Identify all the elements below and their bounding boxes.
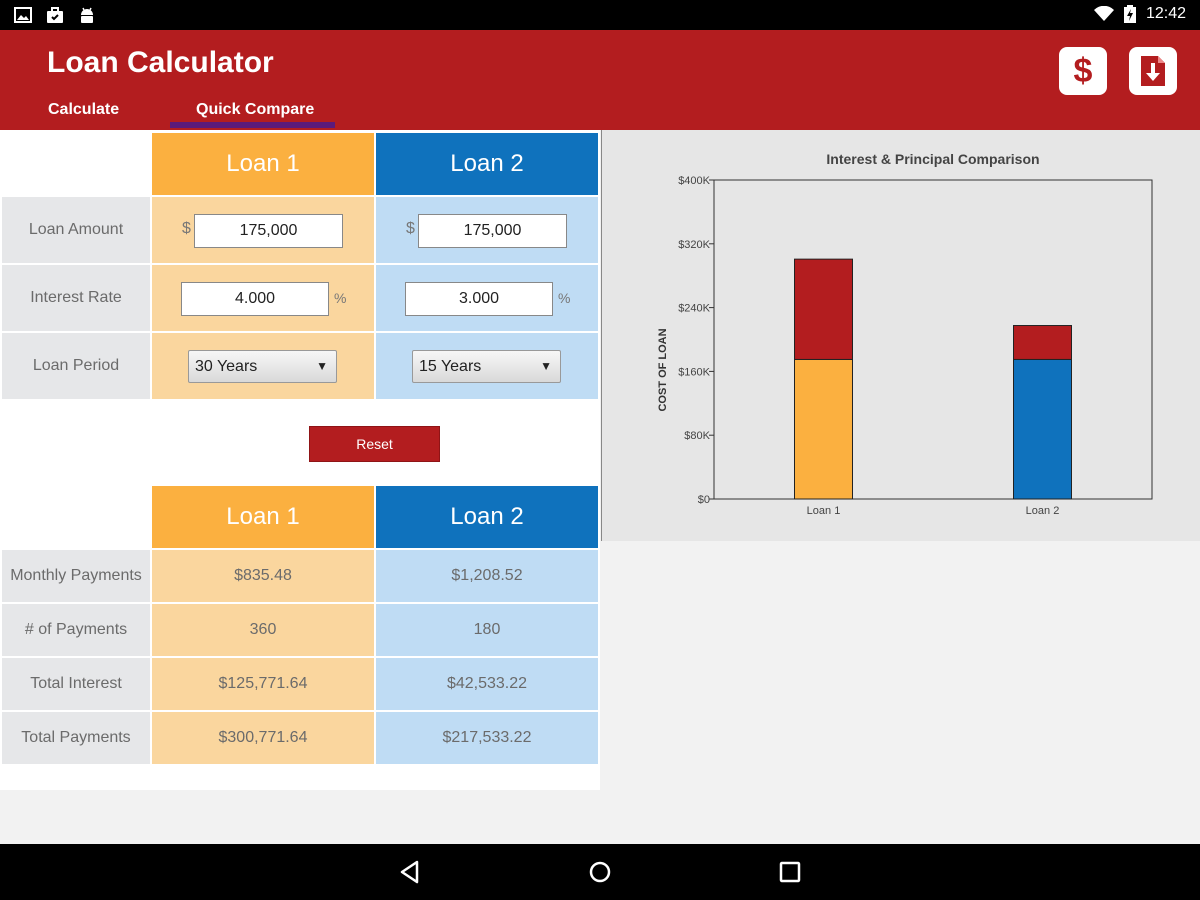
principal-bar-loan-2: [1013, 358, 1072, 500]
loan1-total-interest: $125,771.64: [152, 658, 374, 710]
loan2-rate-cell: %: [376, 265, 598, 331]
y-tick-label: $80K: [684, 430, 710, 442]
loan1-amount-cell: $: [152, 197, 374, 263]
dollar-icon: $: [1073, 51, 1093, 90]
loan1-num-payments: 360: [152, 604, 374, 656]
loan1-period-value: 30 Years: [195, 357, 258, 375]
briefcase-icon: [47, 7, 63, 23]
reset-button[interactable]: Reset: [309, 426, 440, 462]
loan2-period-value: 15 Years: [419, 357, 482, 375]
loan2-total-payments: $217,533.22: [376, 712, 598, 764]
y-tick-label: $240K: [678, 303, 710, 315]
loan2-results-header: Loan 2: [376, 486, 598, 548]
loan2-period-cell: 15 Years ▼: [376, 333, 598, 399]
loan1-header: Loan 1: [152, 133, 374, 195]
loan-amount-label: Loan Amount: [2, 197, 150, 263]
clock: 12:42: [1145, 5, 1186, 22]
y-axis-label: COST OF LOAN: [657, 328, 669, 411]
loan1-amount-input[interactable]: [194, 214, 343, 248]
cost-comparison-chart: Interest & Principal Comparison COST OF …: [657, 151, 1153, 517]
loan2-num-payments: 180: [376, 604, 598, 656]
app-title: Loan Calculator: [47, 46, 274, 79]
chevron-down-icon: ▼: [540, 359, 552, 373]
interest-rate-label: Interest Rate: [2, 265, 150, 331]
tab-quick-compare[interactable]: Quick Compare: [196, 101, 315, 118]
chart-title: Interest & Principal Comparison: [826, 151, 1039, 167]
chart-panel: Interest & Principal Comparison COST OF …: [601, 130, 1200, 541]
status-bar: 12:42: [0, 0, 1200, 30]
navigation-bar: [0, 844, 1200, 900]
loan2-amount-cell: $: [376, 197, 598, 263]
pdf-download-button[interactable]: [1129, 47, 1177, 95]
loan2-monthly-payments: $1,208.52: [376, 550, 598, 602]
loan1-rate-input[interactable]: [181, 282, 329, 316]
loan1-period-select[interactable]: 30 Years ▼: [188, 350, 337, 383]
chevron-down-icon: ▼: [316, 359, 328, 373]
loan-period-label: Loan Period: [2, 333, 150, 399]
monthly-payments-label: Monthly Payments: [2, 550, 150, 602]
loan2-rate-input[interactable]: [405, 282, 553, 316]
loan1-monthly-payments: $835.48: [152, 550, 374, 602]
wifi-icon: [1093, 6, 1114, 21]
x-tick-label: Loan 1: [807, 505, 841, 517]
app-bar: Loan Calculator Calculate Quick Compare …: [0, 30, 1200, 130]
y-tick-label: $0: [698, 494, 710, 506]
total-interest-label: Total Interest: [2, 658, 150, 710]
recents-icon[interactable]: [776, 858, 804, 886]
back-icon[interactable]: [396, 858, 424, 886]
plot-area: [713, 179, 1153, 500]
y-tick-label: $320K: [678, 239, 710, 251]
loan2-period-select[interactable]: 15 Years ▼: [412, 350, 561, 383]
loan1-results-header: Loan 1: [152, 486, 374, 548]
loan2-header: Loan 2: [376, 133, 598, 195]
dollar-button[interactable]: $: [1059, 47, 1107, 95]
compare-panel: Loan 1 Loan 2 Loan Amount $ $ Interest R…: [0, 130, 600, 790]
percent-suffix: %: [334, 290, 347, 306]
num-payments-label: # of Payments: [2, 604, 150, 656]
loan1-total-payments: $300,771.64: [152, 712, 374, 764]
currency-prefix: $: [406, 220, 415, 237]
image-icon: [14, 7, 32, 23]
percent-suffix: %: [558, 290, 571, 306]
y-tick-label: $400K: [678, 175, 710, 187]
total-payments-label: Total Payments: [2, 712, 150, 764]
loan2-total-interest: $42,533.22: [376, 658, 598, 710]
loan1-period-cell: 30 Years ▼: [152, 333, 374, 399]
interest-bar-loan-2: [1013, 325, 1072, 360]
home-icon[interactable]: [586, 858, 614, 886]
tab-indicator: [170, 122, 335, 128]
interest-bar-loan-1: [794, 258, 853, 360]
y-tick-label: $160K: [678, 366, 710, 378]
tab-calculate[interactable]: Calculate: [48, 101, 120, 118]
pdf-download-icon: [1141, 56, 1165, 86]
loan2-amount-input[interactable]: [418, 214, 567, 248]
currency-prefix: $: [182, 220, 191, 237]
principal-bar-loan-1: [794, 358, 853, 500]
android-icon: [81, 7, 93, 23]
x-tick-label: Loan 2: [1026, 505, 1060, 517]
battery-icon: [1123, 5, 1136, 23]
loan1-rate-cell: %: [152, 265, 374, 331]
